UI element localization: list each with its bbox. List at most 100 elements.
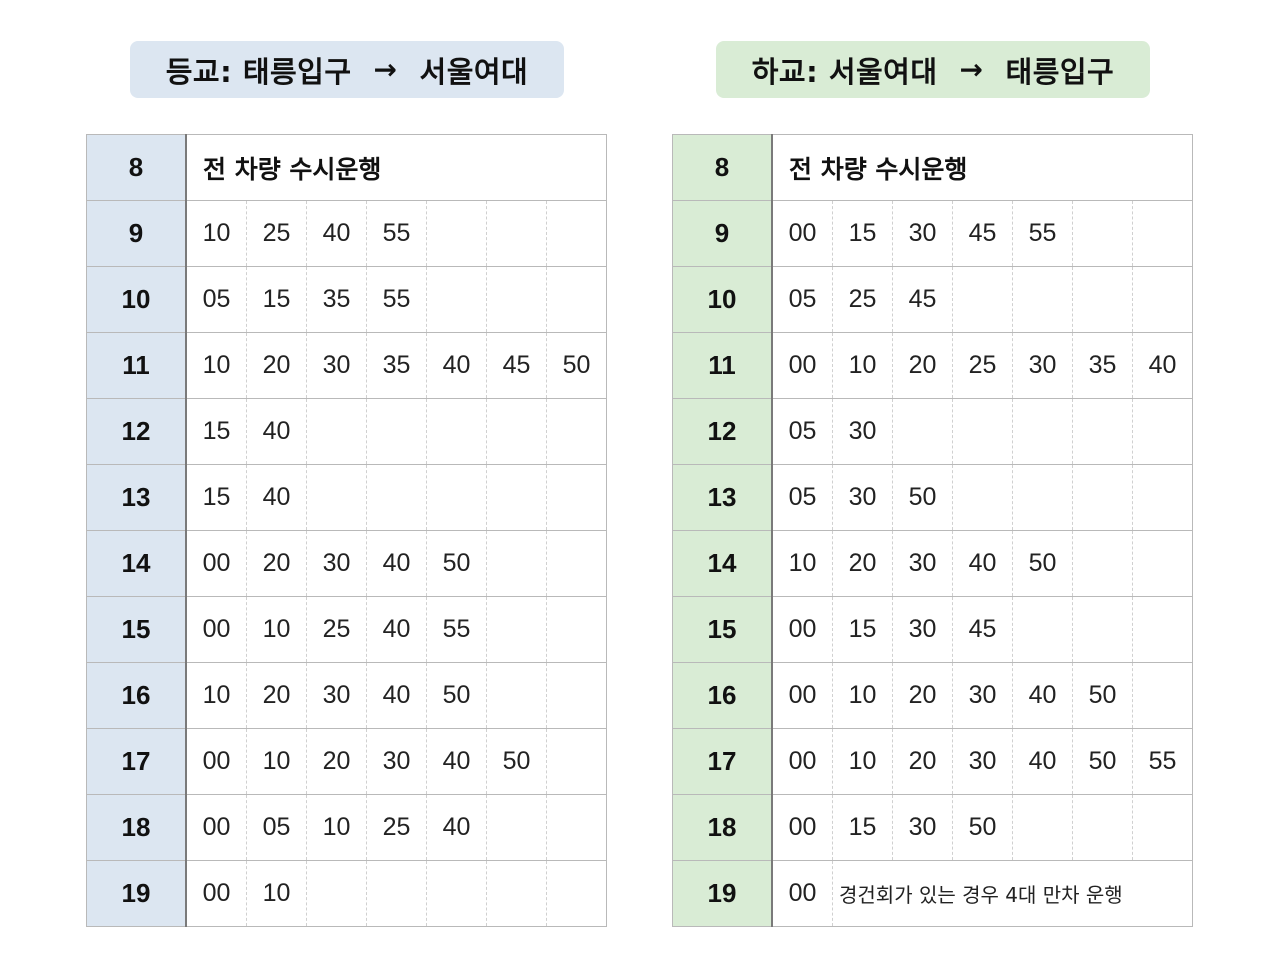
minute-cell: 20: [892, 332, 953, 399]
minute-cell: 15: [832, 794, 893, 861]
minute-cell: 00: [185, 596, 247, 663]
hour-cell: 11: [672, 332, 773, 399]
minute-cell: [546, 596, 607, 663]
minute-cell: 50: [486, 728, 547, 795]
minute-cell: 10: [832, 728, 893, 795]
minute-cell: [486, 860, 547, 927]
minute-cell: 20: [892, 728, 953, 795]
minute-cell: [1132, 200, 1193, 267]
minute-cell: 45: [952, 200, 1013, 267]
timetable-row: 13 05 30 50: [672, 464, 1193, 531]
hour-cell: 19: [86, 860, 187, 927]
hour-cell: 16: [86, 662, 187, 729]
minute-cell: 30: [892, 530, 953, 597]
minute-cell: 50: [1072, 662, 1133, 729]
minute-cell: [546, 860, 607, 927]
minute-cell: 15: [246, 266, 307, 333]
minute-cell: 35: [1072, 332, 1133, 399]
minute-cell: [1132, 464, 1193, 531]
minute-cell: 10: [306, 794, 367, 861]
hour-cell: 12: [86, 398, 187, 465]
minute-cell: [546, 266, 607, 333]
minute-cell: 50: [426, 530, 487, 597]
minute-cell: 15: [832, 596, 893, 663]
minute-cell: [892, 398, 953, 465]
minute-cell: 50: [952, 794, 1013, 861]
minute-cell: 30: [306, 530, 367, 597]
timetable-row: 12 05 30: [672, 398, 1193, 465]
minute-cell: 40: [1132, 332, 1193, 399]
minute-cell: 30: [306, 662, 367, 729]
minute-cell: 20: [892, 662, 953, 729]
minute-cell: [1072, 398, 1133, 465]
minute-cell: [546, 200, 607, 267]
hour-cell: 9: [86, 200, 187, 267]
minute-cell: 00: [185, 530, 247, 597]
hour-cell: 16: [672, 662, 773, 729]
timetable-row: 19 00 경건회가 있는 경우 4대 만차 운행: [672, 860, 1193, 927]
minute-cell: [1012, 596, 1073, 663]
minute-cell: [546, 728, 607, 795]
minute-cell: 20: [832, 530, 893, 597]
minute-cell: 00: [771, 794, 833, 861]
minute-cell: 25: [306, 596, 367, 663]
hour-cell: 18: [672, 794, 773, 861]
title-school-commute-in: 등교: 태릉입구 → 서울여대: [130, 41, 564, 98]
hour-cell: 15: [672, 596, 773, 663]
minute-cell: 50: [546, 332, 607, 399]
title-school-commute-out: 하교: 서울여대 → 태릉입구: [716, 41, 1150, 98]
hour-cell: 10: [672, 266, 773, 333]
minute-cell: [426, 200, 487, 267]
arrow-right-icon: →: [959, 53, 984, 86]
minute-cell: [1132, 266, 1193, 333]
minute-cell: 25: [366, 794, 427, 861]
hour-cell: 14: [672, 530, 773, 597]
minute-cell: [1132, 530, 1193, 597]
title-to: 태릉입구: [1005, 54, 1115, 89]
minute-cell: 20: [246, 530, 307, 597]
minute-cell: 10: [185, 662, 247, 729]
minute-cell: 05: [246, 794, 307, 861]
minute-cell: 55: [366, 200, 427, 267]
minute-cell: 30: [306, 332, 367, 399]
minute-cell: 30: [892, 596, 953, 663]
minute-cell: 25: [246, 200, 307, 267]
timetable-row: 18 00 15 30 50: [672, 794, 1193, 861]
minute-cell: 45: [486, 332, 547, 399]
minute-cell: 30: [952, 662, 1013, 729]
minute-cell: [306, 860, 367, 927]
minute-cell: 25: [952, 332, 1013, 399]
minute-cell: [486, 200, 547, 267]
minute-cell: [486, 794, 547, 861]
note-cell: 전 차량 수시운행: [185, 134, 607, 201]
minute-cell: 10: [832, 662, 893, 729]
timetable-row: 11 00 10 20 25 30 35 40: [672, 332, 1193, 399]
title-prefix: 하교:: [751, 54, 819, 89]
minute-cell: 40: [1012, 728, 1073, 795]
minute-cell: 10: [246, 596, 307, 663]
minute-cell: [366, 464, 427, 531]
timetable-row: 16 00 10 20 30 40 50: [672, 662, 1193, 729]
hour-cell: 17: [86, 728, 187, 795]
minute-cell: 00: [185, 860, 247, 927]
minute-cell: [546, 398, 607, 465]
minute-cell: 55: [366, 266, 427, 333]
minute-cell: [426, 398, 487, 465]
minute-cell: [486, 464, 547, 531]
minute-cell: 15: [185, 398, 247, 465]
timetable-row: 16 10 20 30 40 50: [86, 662, 607, 729]
minute-cell: [426, 860, 487, 927]
minute-cell: 55: [426, 596, 487, 663]
minute-cell: [546, 794, 607, 861]
minute-cell: [486, 266, 547, 333]
minute-cell: [486, 398, 547, 465]
minute-cell: 00: [771, 662, 833, 729]
minute-cell: 35: [366, 332, 427, 399]
minute-cell: 10: [246, 728, 307, 795]
minute-cell: [546, 662, 607, 729]
minute-cell: 40: [952, 530, 1013, 597]
minute-cell: [1072, 200, 1133, 267]
timetable-row: 12 15 40: [86, 398, 607, 465]
